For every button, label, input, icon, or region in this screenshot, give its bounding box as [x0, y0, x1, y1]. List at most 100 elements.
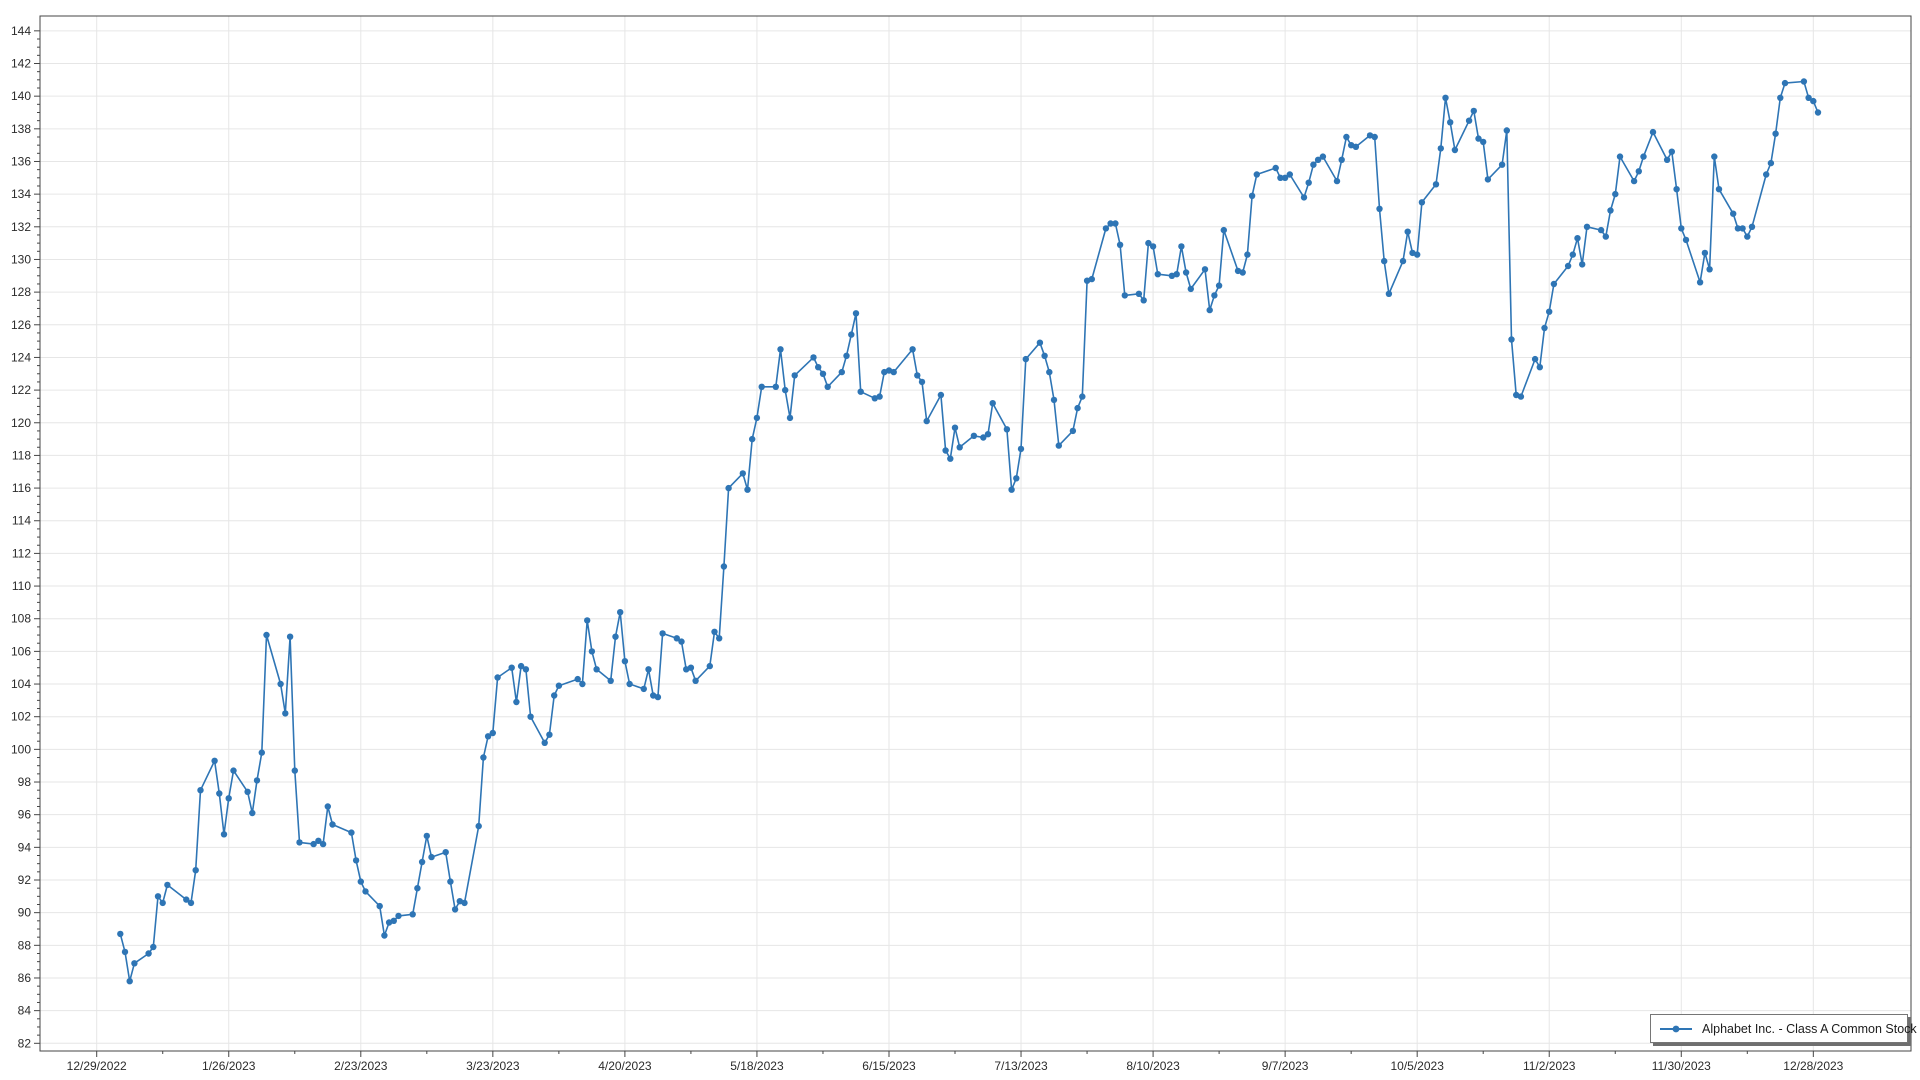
- data-point-marker: [772, 383, 779, 390]
- data-point-marker: [1470, 107, 1478, 115]
- data-point-marker: [1508, 336, 1515, 343]
- data-point-marker: [1447, 119, 1454, 126]
- data-point-marker: [1744, 233, 1751, 240]
- data-point-marker: [475, 822, 482, 830]
- data-point-marker: [711, 628, 718, 635]
- axes: [39, 15, 1912, 1052]
- data-point-marker: [1616, 153, 1624, 160]
- y-tick-label: 88: [18, 938, 32, 952]
- data-point-marker: [277, 680, 284, 688]
- data-point-marker: [517, 662, 525, 670]
- data-point-marker: [159, 899, 166, 907]
- y-tick-label: 130: [11, 252, 31, 266]
- data-point-marker: [720, 563, 728, 570]
- data-point-marker: [1338, 156, 1345, 163]
- data-point-marker: [1149, 243, 1157, 250]
- data-point-marker: [1112, 220, 1119, 227]
- data-point-marker: [513, 698, 520, 706]
- data-point-marker: [1437, 145, 1445, 152]
- data-point-marker: [541, 739, 548, 746]
- data-point-marker: [376, 902, 383, 910]
- price-line: [119, 80, 1819, 983]
- data-point-marker: [876, 393, 883, 400]
- data-point-marker: [1517, 393, 1525, 400]
- x-tick-label: 12/29/2022: [67, 1059, 127, 1073]
- data-point-marker: [121, 948, 129, 956]
- x-tick-label: 7/13/2023: [994, 1059, 1048, 1073]
- data-point-marker: [1498, 161, 1506, 168]
- x-tick-label: 4/20/2023: [598, 1059, 652, 1073]
- data-point-marker: [588, 648, 596, 655]
- data-point-marker: [1536, 364, 1544, 371]
- data-point-marker: [324, 803, 331, 810]
- x-tick-label: 11/2/2023: [1523, 1059, 1576, 1073]
- data-point-marker: [145, 950, 152, 957]
- data-point-marker: [1173, 271, 1180, 278]
- y-tick-label: 140: [11, 89, 31, 103]
- data-point-marker: [1602, 233, 1610, 240]
- y-tick-label: 118: [12, 448, 31, 462]
- y-tick-label: 106: [11, 644, 31, 658]
- data-point-marker: [739, 470, 746, 477]
- data-point-marker: [1404, 228, 1411, 235]
- y-tick-label: 102: [11, 710, 31, 724]
- y-tick-label: 104: [11, 677, 31, 691]
- data-point-marker: [1800, 78, 1808, 85]
- data-point-marker: [909, 346, 916, 353]
- data-point-marker: [1399, 257, 1407, 265]
- x-tick-label: 3/23/2023: [466, 1059, 520, 1073]
- data-point-marker: [1107, 220, 1114, 227]
- data-point-marker: [1550, 280, 1558, 288]
- tick-marks: [34, 30, 1814, 1057]
- data-point-marker: [937, 391, 945, 399]
- data-point-marker: [914, 372, 921, 379]
- data-point-marker: [1781, 79, 1789, 87]
- data-point-marker: [1484, 176, 1492, 183]
- data-point-marker: [782, 386, 789, 394]
- data-point-marker: [1244, 251, 1251, 258]
- data-point-marker: [1569, 251, 1577, 258]
- data-point-marker: [1579, 261, 1586, 268]
- data-point-marker: [187, 899, 195, 907]
- data-point-marker: [1310, 161, 1317, 168]
- data-point-marker: [980, 434, 987, 441]
- data-point-marker: [489, 729, 496, 737]
- data-point-marker: [716, 635, 723, 642]
- y-tick-label: 124: [11, 350, 31, 364]
- data-point-marker: [758, 383, 765, 390]
- x-tick-label: 9/7/2023: [1262, 1059, 1309, 1073]
- y-tick-label: 96: [18, 808, 32, 822]
- data-point-marker: [1564, 262, 1572, 270]
- data-point-marker: [546, 731, 553, 738]
- data-point-marker: [1046, 368, 1053, 376]
- y-tick-label: 116: [12, 481, 31, 495]
- data-point-marker: [786, 414, 794, 422]
- data-point-marker: [348, 829, 355, 836]
- y-tick-label: 82: [18, 1036, 32, 1050]
- data-point-marker: [725, 484, 732, 492]
- data-point-marker: [1663, 156, 1671, 163]
- data-point-marker: [659, 630, 666, 637]
- data-point-marker: [1305, 179, 1312, 186]
- data-point-marker: [117, 930, 124, 938]
- data-point-marker: [574, 675, 581, 683]
- data-point-marker: [1201, 266, 1209, 273]
- data-point-marker: [1182, 269, 1190, 276]
- data-point-marker: [310, 840, 317, 848]
- data-point-marker: [815, 364, 822, 371]
- data-point-marker: [871, 395, 878, 402]
- data-point-marker: [1215, 282, 1223, 289]
- data-point-marker: [1055, 442, 1063, 449]
- data-point-marker: [1607, 207, 1614, 214]
- x-tick-label: 8/10/2023: [1126, 1059, 1180, 1073]
- data-point-marker: [1541, 324, 1548, 332]
- data-point-marker: [508, 664, 515, 671]
- price-series: [117, 78, 1822, 985]
- y-tick-label: 110: [12, 579, 31, 593]
- legend-series-line-icon: [1660, 1025, 1692, 1032]
- legend[interactable]: Alphabet Inc. - Class A Common Stock: [1650, 1014, 1917, 1043]
- data-point-marker: [848, 331, 855, 338]
- data-point-marker: [352, 857, 360, 864]
- data-point-marker: [1036, 339, 1044, 346]
